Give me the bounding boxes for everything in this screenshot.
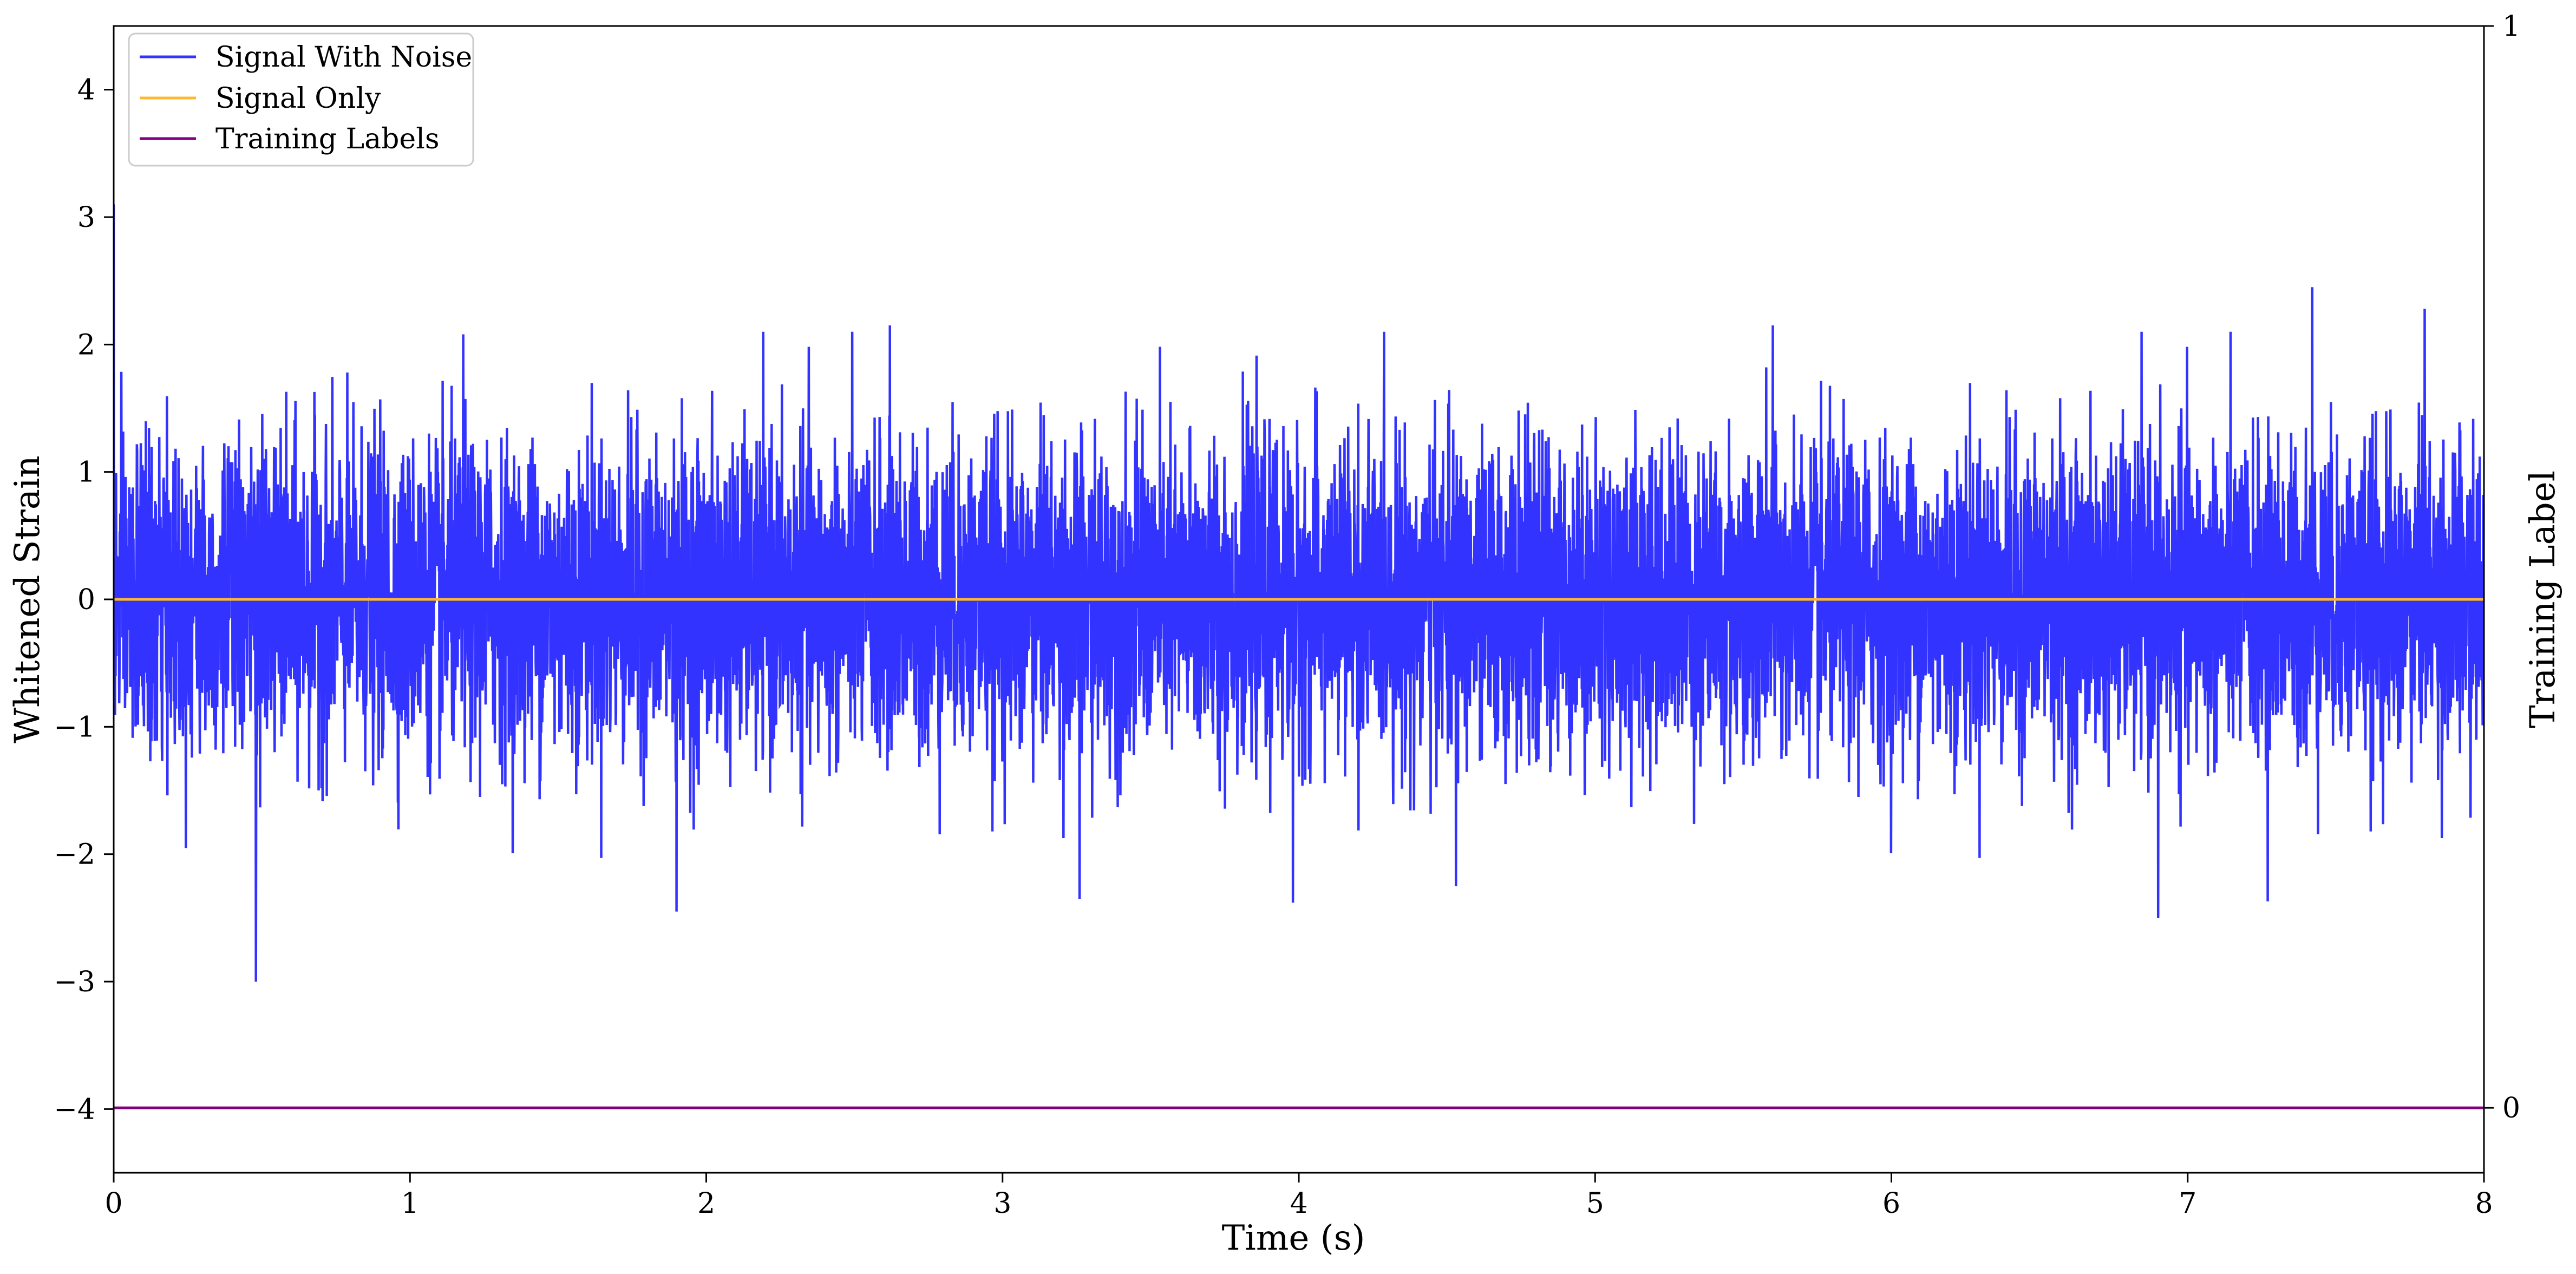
series-line-signal-with-noise: [114, 204, 2484, 982]
legend-label-signal-only: Signal Only: [215, 82, 381, 115]
y-tick-label: −1: [54, 711, 95, 743]
series-layer: [114, 204, 2484, 1109]
y-axis-label: Whitened Strain: [8, 455, 48, 743]
y2-axis-label: Training Label: [2523, 471, 2563, 728]
x-axis-ticks: 0 1 2 3 4 5 6 7 8: [104, 1173, 2493, 1220]
x-tick-label: 1: [401, 1187, 419, 1220]
y-tick-label: −4: [54, 1093, 95, 1126]
legend-label-signal-with-noise: Signal With Noise: [215, 41, 472, 74]
y-tick-label: 2: [77, 329, 95, 361]
x-tick-label: 7: [2179, 1187, 2196, 1220]
x-tick-label: 0: [104, 1187, 122, 1220]
y-tick-label: 1: [77, 456, 95, 489]
legend-label-training-labels: Training Labels: [215, 123, 440, 155]
y-tick-label: 0: [77, 584, 95, 616]
x-tick-label: 8: [2475, 1187, 2493, 1220]
legend: Signal With Noise Signal Only Training L…: [128, 32, 474, 167]
x-tick-label: 2: [697, 1187, 715, 1220]
x-tick-label: 5: [1586, 1187, 1604, 1220]
y2-tick-label: 0: [2502, 1092, 2520, 1125]
x-tick-label: 3: [993, 1187, 1011, 1220]
y-tick-label: −2: [54, 839, 95, 871]
legend-box: [128, 32, 474, 167]
y-tick-label: 3: [77, 201, 95, 234]
y2-axis-ticks: 01: [2484, 10, 2520, 1125]
x-tick-label: 4: [1290, 1187, 1307, 1220]
x-tick-label: 6: [1882, 1187, 1900, 1220]
y-tick-label: −3: [54, 966, 95, 998]
y2-tick-label: 1: [2502, 10, 2520, 43]
y-tick-label: 4: [77, 74, 95, 107]
y-axis-ticks: −4 −3 −2 −1 0 1 2 3 4: [54, 74, 114, 1126]
x-axis-label: Time (s): [1222, 1218, 1365, 1258]
